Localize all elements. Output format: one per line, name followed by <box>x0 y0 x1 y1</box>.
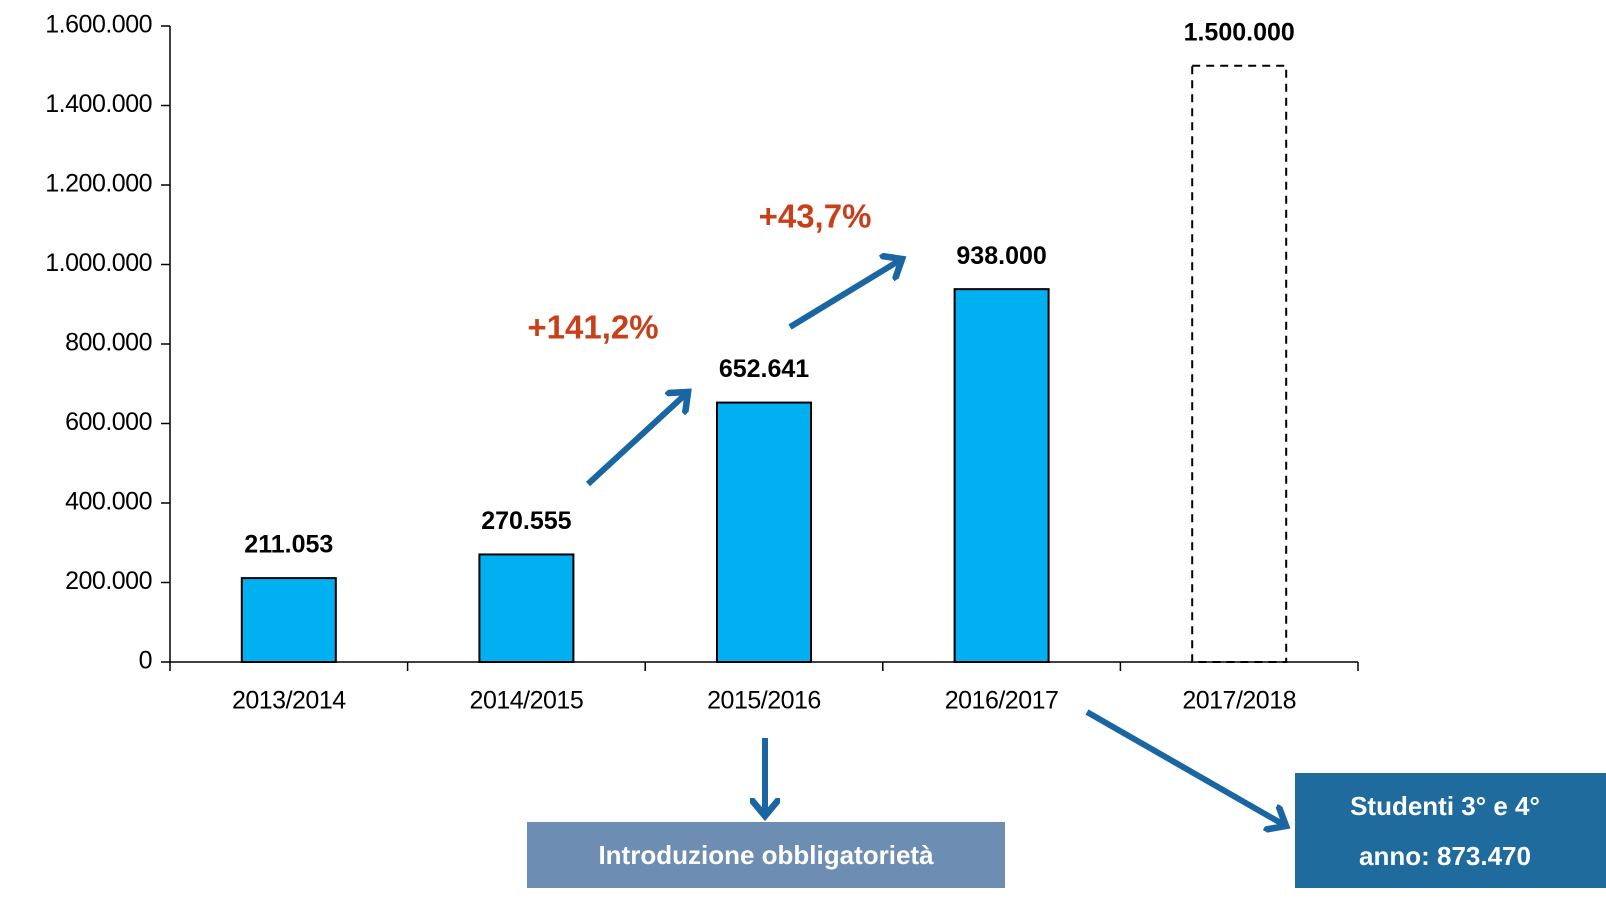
bar <box>478 553 575 664</box>
annotation: +141,2% <box>527 309 658 346</box>
value-label: 652.641 <box>719 355 809 383</box>
value-label: 1.500.000 <box>1184 18 1295 46</box>
bar <box>953 288 1050 663</box>
x-tick-label: 2015/2016 <box>707 687 821 715</box>
value-label: 211.053 <box>244 531 333 559</box>
annotation: +43,7% <box>759 198 872 235</box>
annotation-box <box>527 822 1005 888</box>
x-tick-label: 2013/2014 <box>232 687 346 715</box>
bar <box>240 577 337 664</box>
bar <box>716 401 812 663</box>
annotation-box <box>1295 773 1606 888</box>
y-tick-label: 0 <box>139 647 152 675</box>
x-tick-label: 2016/2017 <box>945 687 1059 715</box>
value-label: 270.555 <box>481 507 571 535</box>
arrow <box>585 392 688 487</box>
y-tick-label: 400.000 <box>65 488 152 516</box>
y-tick-label: 800.000 <box>65 329 152 357</box>
x-tick-label: 2017/2018 <box>1182 687 1296 715</box>
annotation: anno: 873.470 <box>1359 841 1531 871</box>
y-tick-label: 1.400.000 <box>45 90 152 118</box>
y-tick-label: 1.600.000 <box>45 11 152 39</box>
arrow <box>788 259 902 330</box>
arrow <box>1085 709 1286 826</box>
y-tick-label: 1.000.000 <box>45 249 152 277</box>
bar <box>1191 64 1288 663</box>
y-tick-label: 200.000 <box>65 567 152 595</box>
y-tick-label: 1.200.000 <box>45 170 152 198</box>
annotation: Introduzione obbligatorietà <box>598 840 934 870</box>
value-label: 938.000 <box>956 242 1046 270</box>
annotation: Studenti 3° e 4° <box>1350 791 1540 821</box>
y-tick-label: 600.000 <box>65 408 152 436</box>
x-tick-label: 2014/2015 <box>470 687 584 715</box>
